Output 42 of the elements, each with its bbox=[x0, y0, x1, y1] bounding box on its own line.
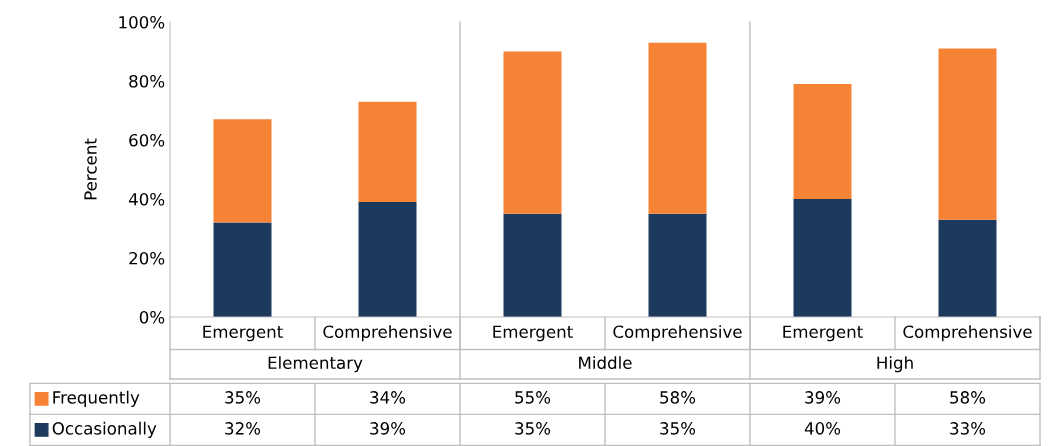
bar bbox=[213, 222, 272, 317]
data-label: 39% bbox=[370, 422, 406, 435]
bar bbox=[503, 213, 562, 317]
x-tick-label: Emergent bbox=[493, 325, 573, 342]
text: High bbox=[877, 356, 913, 373]
x-tick-label: Comprehensive bbox=[323, 325, 452, 342]
data-label: 58% bbox=[950, 391, 986, 404]
bar bbox=[648, 42, 707, 214]
y-tick-label: 60% bbox=[129, 133, 165, 147]
data-label: 33% bbox=[950, 422, 986, 435]
data-label: 32% bbox=[225, 422, 261, 435]
text: Middle bbox=[579, 356, 632, 370]
legend-label: Occasionally bbox=[52, 421, 157, 438]
bar bbox=[648, 213, 707, 317]
bar bbox=[938, 219, 997, 317]
y-axis-title: Percent bbox=[84, 138, 97, 200]
bar bbox=[213, 119, 272, 223]
y-tick-label: 40% bbox=[128, 192, 165, 206]
bar bbox=[793, 83, 852, 199]
x-tick-label: Emergent bbox=[203, 325, 283, 342]
data-label: 34% bbox=[370, 391, 406, 404]
bar bbox=[938, 48, 997, 220]
bar bbox=[358, 101, 417, 202]
data-label: 39% bbox=[805, 391, 841, 404]
bar bbox=[503, 51, 562, 214]
y-tick-label: 100% bbox=[119, 15, 165, 29]
x-tick-label: Comprehensive bbox=[903, 325, 1032, 342]
bar bbox=[793, 199, 852, 317]
data-label: 35% bbox=[225, 391, 261, 404]
data-label: 35% bbox=[515, 422, 551, 435]
y-tick-label: 0% bbox=[139, 310, 165, 324]
x-tick-label: Emergent bbox=[783, 325, 863, 342]
y-tick-label: 80% bbox=[129, 74, 165, 88]
x-tick-label: Comprehensive bbox=[613, 325, 742, 342]
legend-label: Frequently bbox=[53, 390, 140, 407]
data-label: 40% bbox=[804, 422, 841, 435]
data-label: 58% bbox=[660, 391, 696, 404]
y-tick-label: 20% bbox=[129, 251, 165, 265]
text: Elementary bbox=[268, 356, 363, 373]
bar bbox=[358, 201, 417, 317]
data-label: 35% bbox=[660, 422, 696, 435]
data-label: 55% bbox=[515, 391, 551, 404]
